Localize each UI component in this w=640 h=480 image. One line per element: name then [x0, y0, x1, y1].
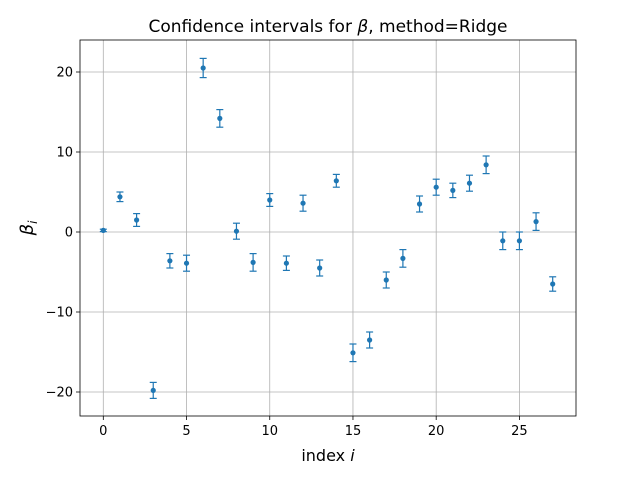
- y-tick-label: 0: [65, 226, 73, 241]
- data-point: [117, 194, 123, 200]
- data-point: [516, 238, 523, 244]
- data-point: [300, 200, 306, 206]
- x-tick-label: 25: [511, 424, 528, 439]
- data-points: [99, 57, 557, 399]
- data-point: [200, 65, 206, 71]
- data-point: [250, 259, 256, 265]
- data-point: [167, 258, 173, 264]
- x-ticks: 0 5 10 15 20 25: [99, 416, 528, 439]
- grid: [80, 40, 576, 416]
- data-point: [450, 187, 456, 193]
- chart-title: Confidence intervals for β, method=Ridge: [149, 17, 508, 37]
- data-point: [233, 228, 240, 234]
- data-point: [367, 337, 373, 343]
- data-point: [100, 227, 106, 233]
- y-tick-label: −10: [46, 306, 73, 321]
- data-point: [533, 219, 539, 225]
- data-point: [333, 178, 339, 184]
- data-point: [433, 184, 439, 190]
- y-tick-label: 10: [56, 146, 73, 161]
- data-point: [150, 387, 156, 393]
- data-point: [466, 180, 473, 186]
- data-point: [183, 260, 190, 266]
- x-tick-label: 20: [428, 424, 445, 439]
- plot-frame: [79, 39, 577, 417]
- data-point: [133, 217, 140, 223]
- data-point: [217, 115, 223, 121]
- y-ticks: −20 −10 0 10 20: [46, 66, 80, 401]
- data-point: [317, 265, 323, 271]
- data-point: [267, 197, 273, 203]
- data-point: [383, 277, 389, 283]
- data-point: [283, 260, 289, 266]
- x-axis-label: index i: [301, 446, 355, 465]
- data-point: [483, 162, 489, 168]
- data-point: [416, 201, 423, 207]
- data-point: [550, 281, 556, 287]
- x-tick-label: 0: [99, 424, 107, 439]
- x-tick-label: 5: [182, 424, 190, 439]
- y-axis-label: βi: [17, 220, 40, 237]
- x-tick-label: 15: [345, 424, 362, 439]
- data-point: [350, 350, 356, 356]
- y-tick-label: 20: [56, 66, 73, 81]
- data-point: [400, 255, 406, 261]
- x-tick-label: 10: [261, 424, 278, 439]
- data-point: [500, 238, 506, 244]
- y-tick-label: −20: [46, 386, 73, 401]
